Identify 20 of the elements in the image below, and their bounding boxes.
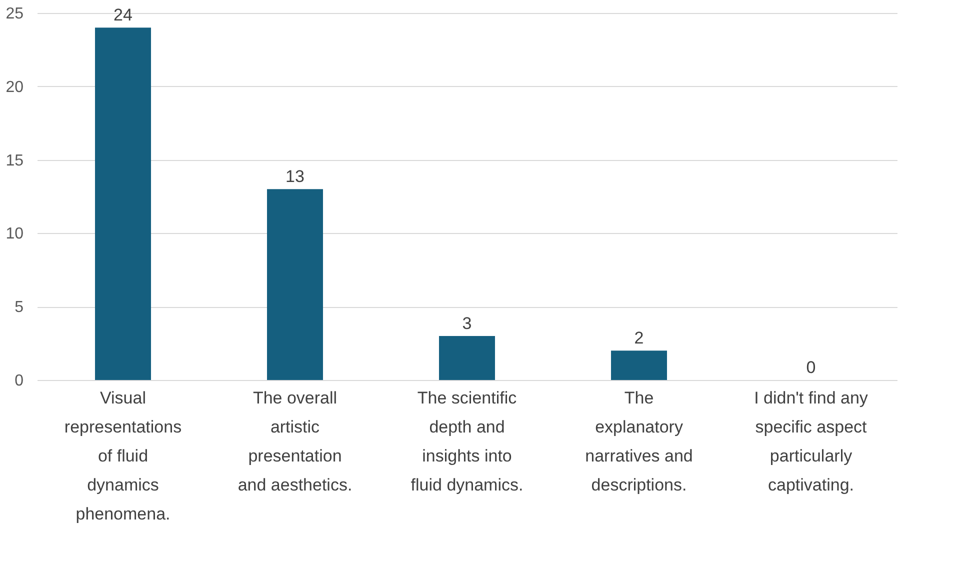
data-label: 13: [286, 167, 304, 186]
x-tick-label: The scientific depth and insights into fluid dynamics.: [410, 388, 524, 494]
y-tick-label: 0: [14, 372, 24, 390]
y-tick-label: 10: [6, 226, 24, 243]
x-tick-label: The explanatory narratives and descriptions.: [585, 388, 693, 494]
data-label: 24: [114, 6, 132, 25]
bar: [611, 350, 667, 380]
x-tick-label: Visual representations of fluid dynamics phenomena.: [64, 388, 182, 524]
y-tick-label: 25: [6, 6, 24, 22]
x-tick-label: The overall artistic presentation and aesthetics.: [238, 388, 352, 494]
x-tick-label: I didn't find any specific aspect particularly captivating.: [754, 388, 868, 494]
y-tick-label: 5: [14, 299, 24, 316]
bar: [95, 28, 151, 380]
bar: [439, 336, 495, 380]
data-label: 2: [634, 328, 644, 348]
y-tick-label: 20: [6, 78, 24, 96]
bar: [267, 189, 323, 380]
data-label: 3: [462, 314, 472, 333]
data-label: 0: [806, 358, 816, 377]
y-tick-label: 15: [6, 152, 24, 170]
